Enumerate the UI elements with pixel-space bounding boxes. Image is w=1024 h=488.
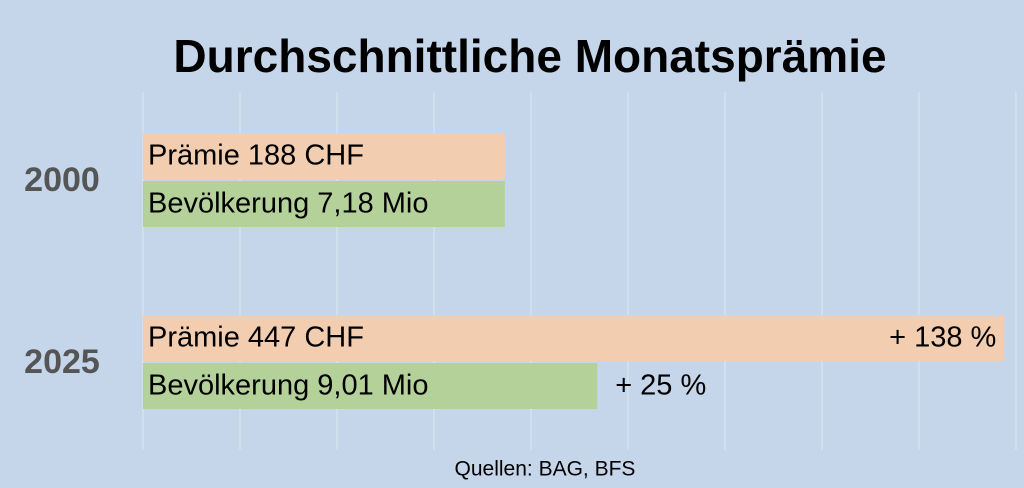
- bar-label: Prämie 188 CHF: [148, 140, 364, 172]
- bar: [143, 133, 505, 179]
- bar: [143, 181, 505, 227]
- change-label: + 138 %: [889, 322, 996, 354]
- source: Quellen: BAG, BFS: [455, 458, 636, 481]
- bar-label: Bevölkerung 9,01 Mio: [148, 370, 429, 402]
- bar-label: Bevölkerung 7,18 Mio: [148, 188, 429, 220]
- category-label: 2000: [24, 161, 100, 199]
- bar: [143, 315, 1005, 361]
- category-label: 2025: [24, 343, 100, 381]
- chart-title: Durchschnittliche Monatsprämie: [173, 30, 886, 82]
- change-label: + 25 %: [615, 370, 706, 402]
- bar-label: Prämie 447 CHF: [148, 322, 364, 354]
- bar: [143, 363, 598, 409]
